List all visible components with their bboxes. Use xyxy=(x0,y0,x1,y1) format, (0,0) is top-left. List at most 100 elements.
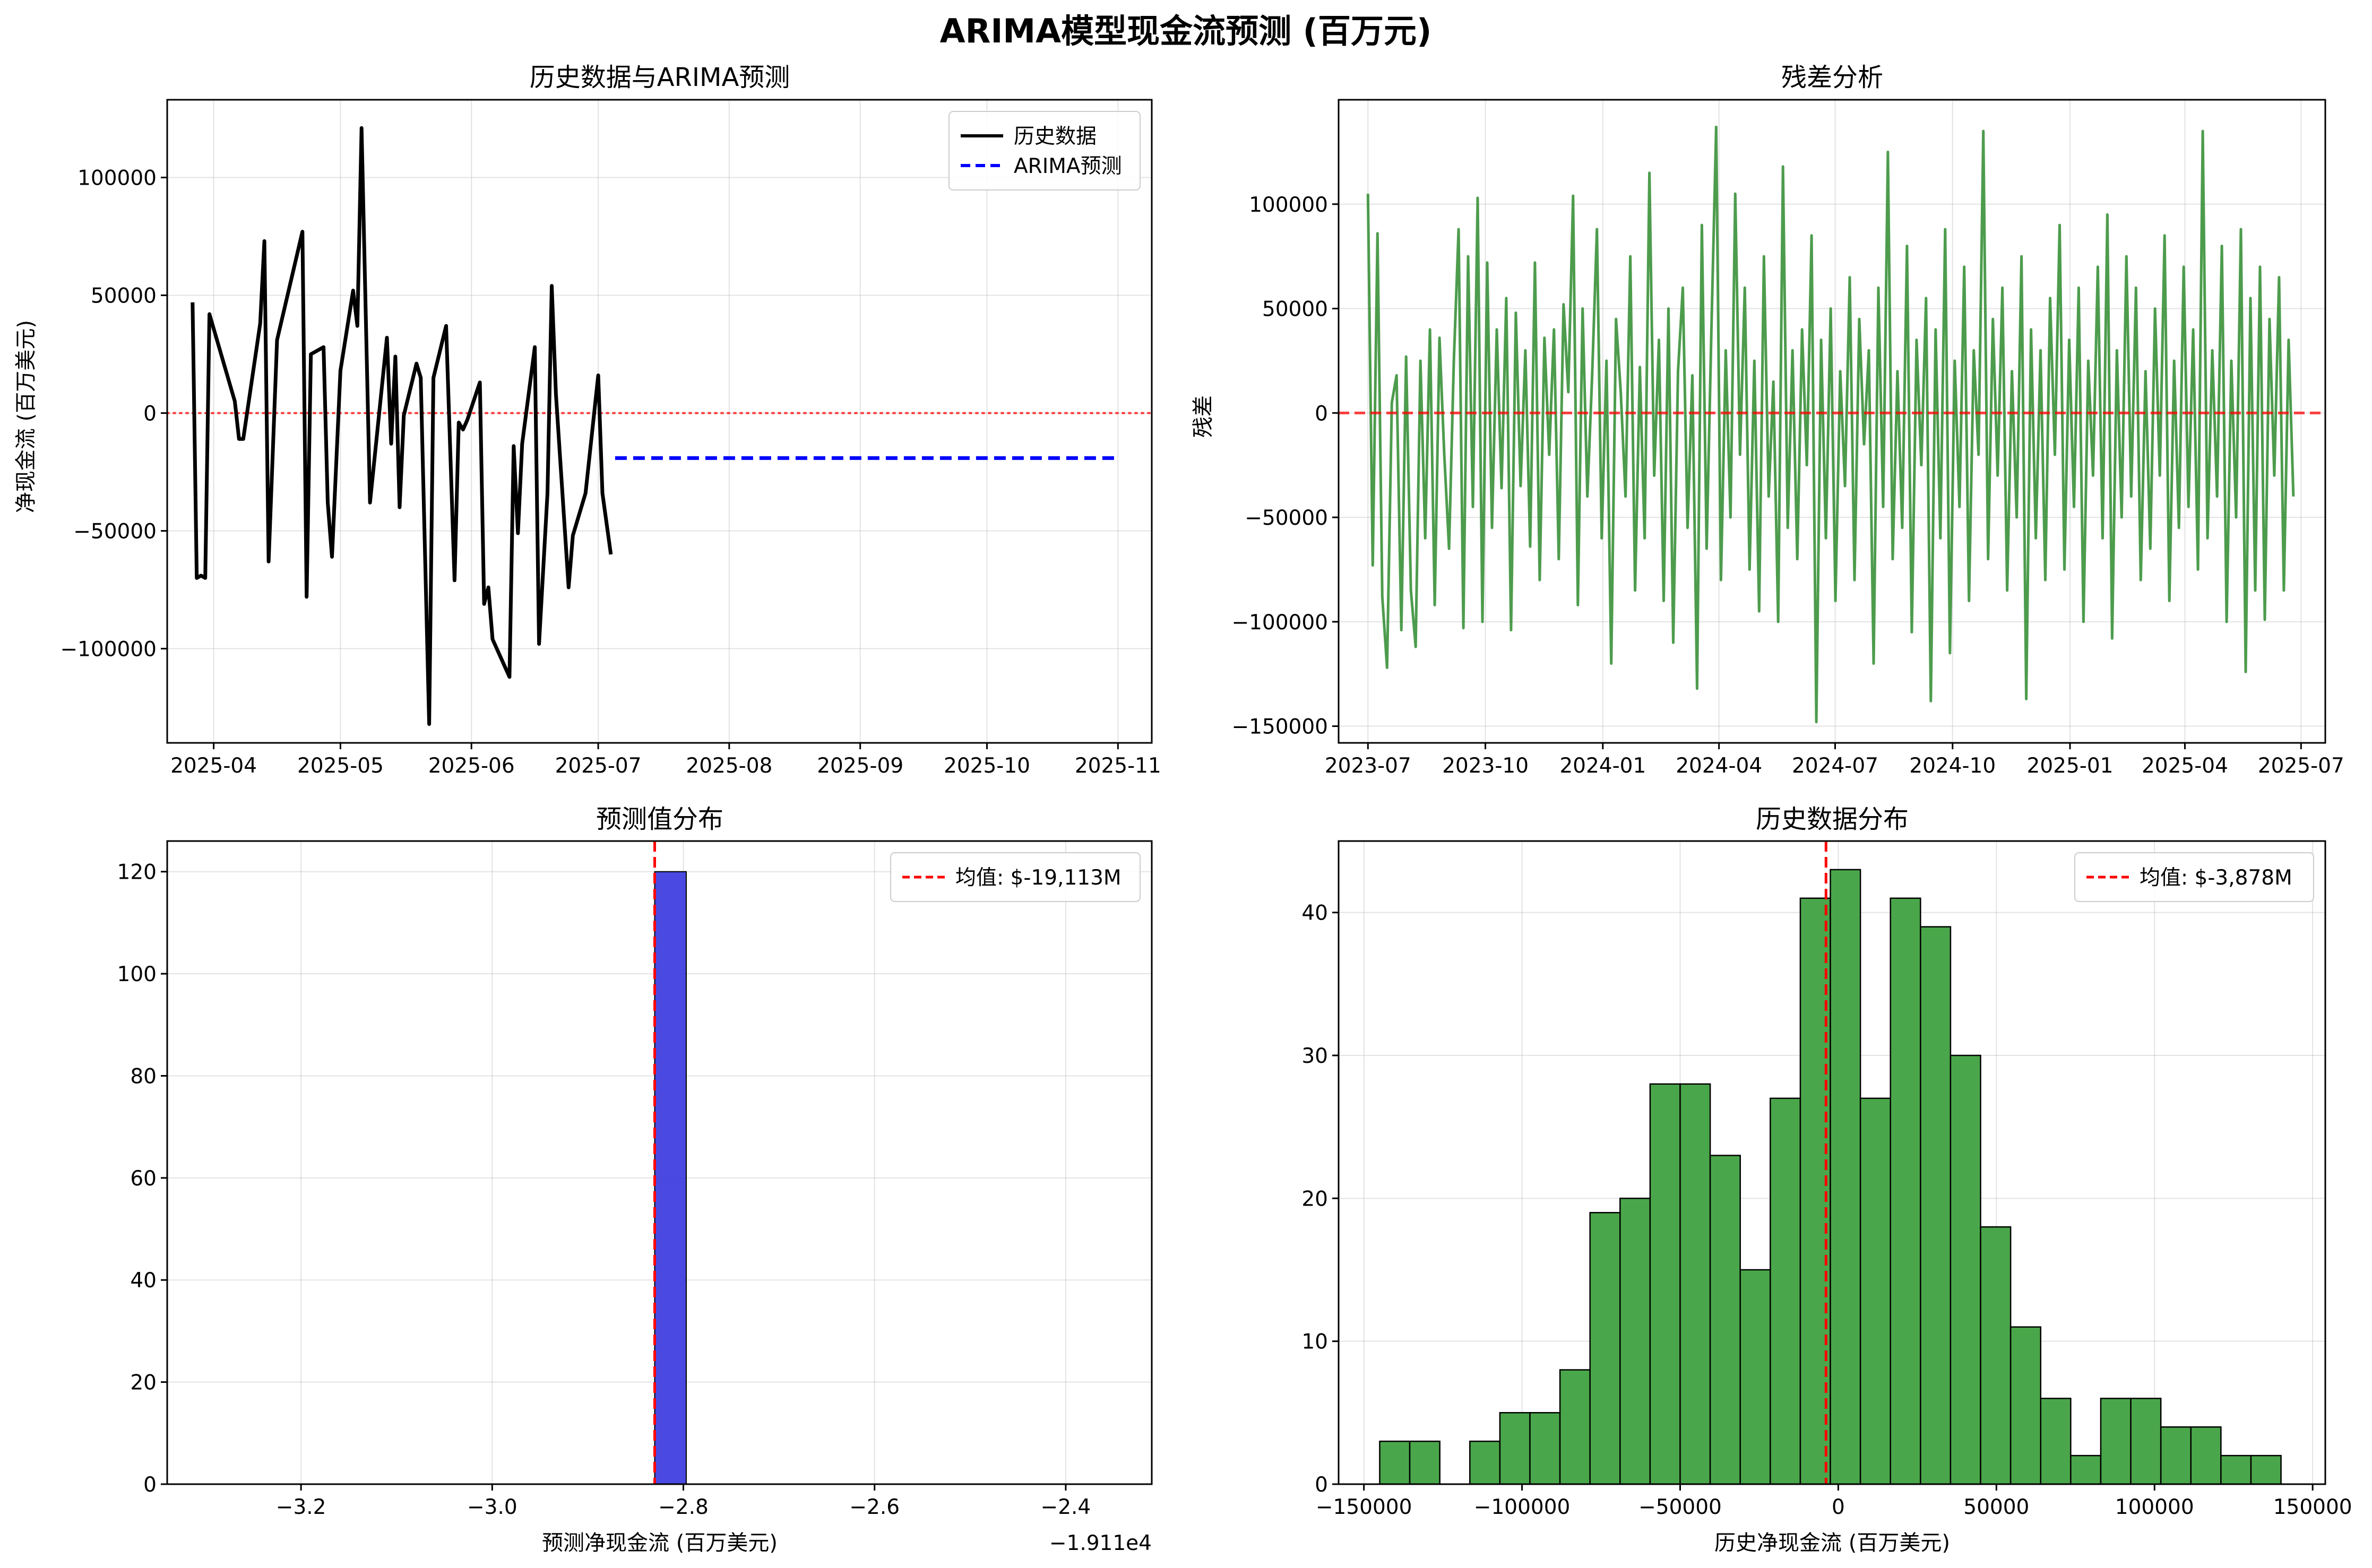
histogram-bar xyxy=(1980,1226,2012,1485)
x-tick-label: 2024-04 xyxy=(1676,754,1762,778)
histogram-bar xyxy=(1409,1440,1441,1485)
histogram-bar xyxy=(1379,1440,1411,1485)
y-tick-label: 100000 xyxy=(77,167,157,190)
y-tick-label: 0 xyxy=(1315,1473,1328,1497)
legend-label: 均值: $-19,113M xyxy=(955,866,1122,890)
x-tick-label: −150000 xyxy=(1316,1495,1412,1519)
chart-title: 历史数据分布 xyxy=(1756,804,1909,834)
y-axis-label: 残差 xyxy=(1191,395,1215,438)
x-tick-label: 2025-04 xyxy=(2142,754,2228,778)
histogram-bar xyxy=(2160,1426,2192,1485)
y-tick-label: 20 xyxy=(130,1371,157,1395)
histogram-bar xyxy=(2100,1398,2132,1485)
histogram-bar xyxy=(654,871,687,1485)
legend-box xyxy=(2074,852,2314,902)
x-tick-label: 2024-07 xyxy=(1792,754,1878,778)
chart-title: 残差分析 xyxy=(1781,63,1883,92)
x-tick-label: 2025-01 xyxy=(2027,754,2114,778)
x-tick-label: 100000 xyxy=(2115,1495,2194,1519)
plot-frame xyxy=(166,840,1153,1485)
y-tick-label: 60 xyxy=(130,1167,157,1191)
y-tick-label: 0 xyxy=(143,1473,157,1497)
x-tick-label: −100000 xyxy=(1474,1495,1571,1519)
x-tick-label: −50000 xyxy=(1638,1495,1722,1519)
histogram-bar xyxy=(1559,1369,1591,1485)
y-tick-label: −50000 xyxy=(73,519,157,543)
histogram-bar xyxy=(1589,1212,1621,1485)
legend-label: 历史数据 xyxy=(1014,125,1097,149)
x-tick-label: 2024-01 xyxy=(1559,754,1646,778)
x-tick-label: −2.8 xyxy=(658,1495,709,1519)
forecast-distribution-chart: 预测值分布 预测净现金流 (百万美元) −1.911e4 −3.2 −3.0 −2.… xyxy=(117,804,1153,1555)
histogram-bar xyxy=(1890,897,1921,1485)
x-tick-label: 2025-06 xyxy=(428,754,515,778)
x-tick-label: 150000 xyxy=(2273,1495,2352,1519)
histogram-bar xyxy=(1679,1083,1711,1485)
y-tick-label: 0 xyxy=(143,402,157,426)
x-tick-label: 2023-10 xyxy=(1442,754,1529,778)
histogram-bar xyxy=(1709,1155,1741,1485)
x-tick-label: 2024-10 xyxy=(1909,754,1996,778)
y-tick-label: 50000 xyxy=(91,284,157,308)
x-tick-label: 0 xyxy=(1832,1495,1845,1519)
y-tick-label: 30 xyxy=(1301,1044,1328,1068)
y-tick-label: −100000 xyxy=(60,637,157,661)
legend-label: ARIMA预测 xyxy=(1014,154,1122,178)
y-tick-label: 120 xyxy=(117,861,157,885)
x-tick-label: 2025-08 xyxy=(686,754,772,778)
x-tick-label: 2025-04 xyxy=(170,754,257,778)
x-tick-label: −2.4 xyxy=(1041,1495,1091,1519)
y-tick-label: −150000 xyxy=(1231,715,1328,739)
histogram-bar xyxy=(1920,926,1952,1485)
plot-frame xyxy=(1338,99,2326,744)
y-tick-label: −100000 xyxy=(1231,611,1328,635)
x-tick-label: 2025-11 xyxy=(1075,754,1161,778)
figure-title: ARIMA模型现金流预测 (百万元) xyxy=(940,12,1432,50)
histogram-bar xyxy=(1739,1269,1771,1485)
histogram-bar xyxy=(2250,1454,2282,1485)
x-tick-label: −2.6 xyxy=(849,1495,900,1519)
y-tick-label: 20 xyxy=(1301,1187,1328,1211)
histogram-bar xyxy=(2009,1326,2041,1485)
legend-box xyxy=(890,852,1141,902)
histogram-bar xyxy=(1830,869,1861,1485)
histogram-bar xyxy=(2190,1426,2222,1485)
y-tick-label: 40 xyxy=(130,1269,157,1293)
histogram-bar xyxy=(2070,1454,2102,1485)
x-tick-label: 50000 xyxy=(1963,1495,2029,1519)
histogram-bar xyxy=(2220,1454,2252,1485)
legend-box xyxy=(948,111,1141,190)
x-tick-label: −3.0 xyxy=(467,1495,517,1519)
history-forecast-chart: 历史数据与ARIMA预测 净现金流 (百万美元) 2025-04 2025-05 2… xyxy=(14,63,1161,778)
histogram-bar xyxy=(1619,1198,1651,1485)
x-offset-label: −1.911e4 xyxy=(1049,1531,1152,1555)
histogram-bar xyxy=(1469,1440,1501,1485)
plot-frame xyxy=(166,99,1153,744)
x-axis-label: 历史净现金流 (百万美元) xyxy=(1714,1531,1950,1555)
x-tick-label: 2025-05 xyxy=(297,754,384,778)
y-tick-label: 100000 xyxy=(1249,193,1328,217)
y-tick-label: 80 xyxy=(130,1064,157,1088)
x-tick-label: −3.2 xyxy=(276,1495,326,1519)
chart-title: 预测值分布 xyxy=(596,804,723,834)
x-tick-label: 2023-07 xyxy=(1325,754,1411,778)
x-tick-label: 2025-07 xyxy=(2258,754,2344,778)
series-line-historical xyxy=(191,126,613,726)
residuals-chart: 残差分析 残差 2023-07 2023-10 2024-01 2024-04 2024… xyxy=(1191,63,2344,778)
historical-distribution-chart: 历史数据分布 历史净现金流 (百万美元) −150000 −100000 −5000… xyxy=(1301,804,2352,1555)
y-tick-label: 10 xyxy=(1301,1330,1328,1354)
x-tick-label: 2025-10 xyxy=(944,754,1030,778)
legend-label: 均值: $-3,878M xyxy=(2140,866,2292,890)
histogram-bar xyxy=(1529,1412,1561,1485)
histogram-bar xyxy=(1770,1097,1801,1485)
y-tick-label: 40 xyxy=(1301,902,1328,925)
plot-frame xyxy=(1338,840,2326,1485)
y-tick-label: −50000 xyxy=(1245,506,1328,530)
chart-title: 历史数据与ARIMA预测 xyxy=(530,63,790,92)
histogram-bar xyxy=(1950,1054,1981,1485)
x-tick-label: 2025-07 xyxy=(555,754,642,778)
y-tick-label: 50000 xyxy=(1262,298,1328,322)
y-tick-label: 100 xyxy=(117,963,157,986)
histogram-bar xyxy=(1859,1097,1891,1485)
